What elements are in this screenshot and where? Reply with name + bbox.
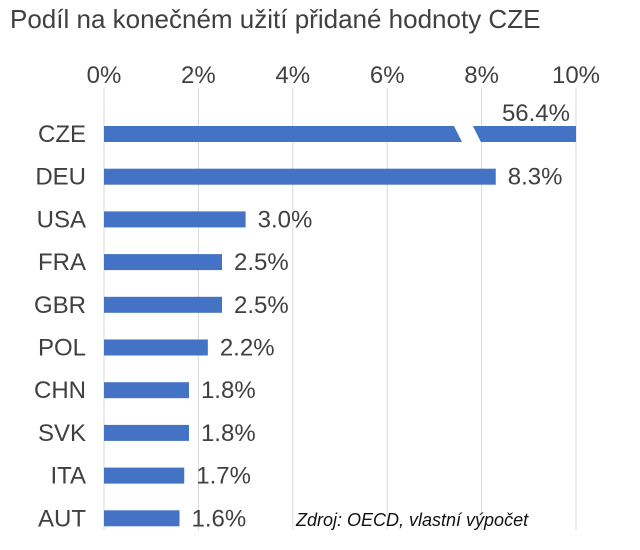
bar xyxy=(104,424,189,441)
category-labels: CZE DEU USA FRA GBR POL CHN SVK ITA AUT xyxy=(34,121,86,532)
data-label: 8.3% xyxy=(508,164,563,191)
data-label: 3.0% xyxy=(258,206,313,233)
category-label: CHN xyxy=(34,377,86,404)
category-label: USA xyxy=(37,206,86,233)
bars xyxy=(104,126,576,527)
category-label: DEU xyxy=(35,164,86,191)
bar xyxy=(104,510,180,527)
category-label: POL xyxy=(38,335,86,362)
data-labels: 56.4% 8.3% 3.0% 2.5% 2.5% 2.2% 1.8% 1.8% 1.7% 1.6… xyxy=(192,100,570,532)
x-tick-label: 6% xyxy=(370,62,405,89)
bar xyxy=(104,339,208,356)
category-label: ITA xyxy=(50,463,86,490)
bar xyxy=(104,254,222,271)
x-tick-label: 0% xyxy=(87,62,122,89)
bar xyxy=(104,168,496,185)
category-label: SVK xyxy=(38,420,86,447)
data-label: 56.4% xyxy=(502,100,570,127)
source-note: Zdroj: OECD, vlastní výpočet xyxy=(296,510,529,530)
x-tick-label: 8% xyxy=(464,62,499,89)
bar-break-segment xyxy=(472,126,576,142)
category-label: CZE xyxy=(38,121,86,148)
data-label: 2.2% xyxy=(220,335,275,362)
data-label: 1.6% xyxy=(192,505,247,532)
bar xyxy=(104,467,185,484)
bar xyxy=(104,296,222,313)
bar xyxy=(104,382,189,399)
data-label: 2.5% xyxy=(234,292,289,319)
category-label: GBR xyxy=(34,292,86,319)
data-label: 2.5% xyxy=(234,249,289,276)
category-label: AUT xyxy=(38,505,86,532)
category-label: FRA xyxy=(38,249,86,276)
data-label: 1.8% xyxy=(201,377,256,404)
bar xyxy=(104,211,246,228)
x-tick-label: 4% xyxy=(275,62,310,89)
data-label: 1.8% xyxy=(201,420,256,447)
x-tick-label: 10% xyxy=(552,62,600,89)
x-axis-ticks: 0% 2% 4% 6% 8% 10% xyxy=(87,62,600,89)
x-tick-label: 2% xyxy=(181,62,216,89)
data-label: 1.7% xyxy=(196,463,251,490)
bar xyxy=(104,126,462,142)
chart-title: Podíl na konečném užití přidané hodnoty … xyxy=(10,4,541,34)
